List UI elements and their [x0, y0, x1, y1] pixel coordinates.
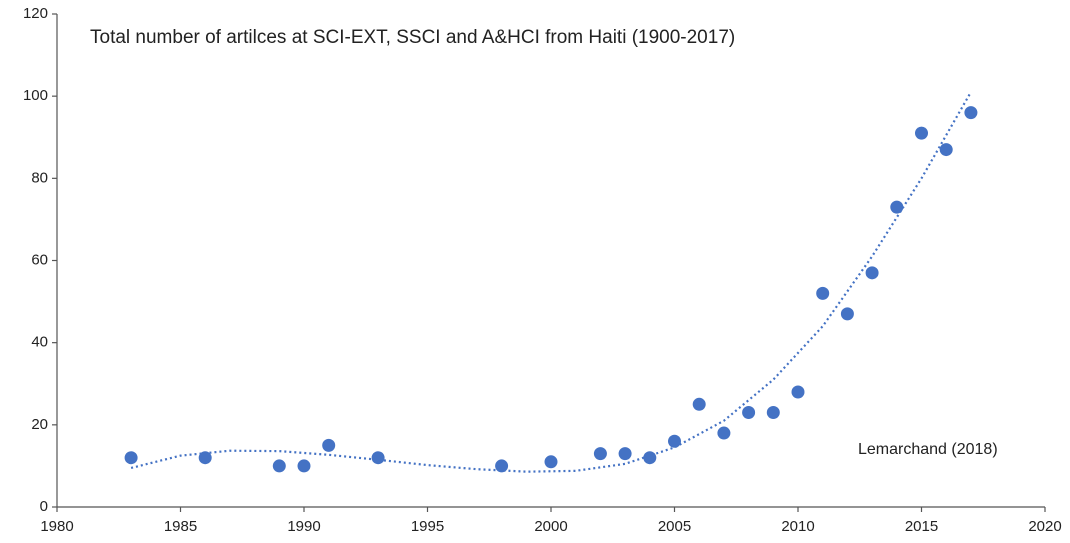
- annotation: Lemarchand (2018): [858, 441, 998, 458]
- point: [766, 406, 780, 420]
- x-tick-label: 2010: [781, 518, 814, 535]
- point: [742, 406, 756, 420]
- y-tick-label: 20: [31, 416, 48, 433]
- point: [791, 385, 805, 399]
- point: [544, 455, 558, 469]
- y-tick-label: 100: [23, 87, 48, 104]
- point: [322, 438, 336, 452]
- point: [692, 397, 706, 411]
- x-tick-label: 1980: [40, 518, 73, 535]
- point: [198, 451, 212, 465]
- x-tick-label: 2005: [658, 518, 691, 535]
- point: [618, 447, 632, 461]
- point: [495, 459, 509, 473]
- x-tick-label: 2020: [1028, 518, 1061, 535]
- point: [890, 200, 904, 214]
- point: [371, 451, 385, 465]
- point: [840, 307, 854, 321]
- y-tick-label: 60: [31, 251, 48, 268]
- point: [939, 143, 953, 157]
- point: [668, 434, 681, 448]
- point: [272, 459, 286, 473]
- x-tick-label: 1985: [164, 518, 197, 535]
- x-tick-label: 1990: [287, 518, 320, 535]
- point: [717, 426, 731, 440]
- point: [964, 106, 978, 120]
- point: [593, 447, 607, 461]
- point: [124, 451, 138, 465]
- point: [643, 451, 657, 465]
- trendline: [130, 91, 972, 473]
- x-tick-label: 1995: [411, 518, 444, 535]
- chart-title: Total number of artilces at SCI-EXT, SSC…: [90, 27, 735, 48]
- point: [865, 266, 879, 280]
- point: [297, 459, 311, 473]
- point: [816, 286, 830, 300]
- y-tick-label: 0: [40, 498, 48, 515]
- y-tick-label: 120: [23, 5, 48, 22]
- x-tick-label: 2015: [905, 518, 938, 535]
- y-tick-label: 80: [31, 169, 48, 186]
- x-tick-label: 2000: [534, 518, 567, 535]
- point: [915, 126, 928, 140]
- y-tick-label: 40: [31, 334, 48, 351]
